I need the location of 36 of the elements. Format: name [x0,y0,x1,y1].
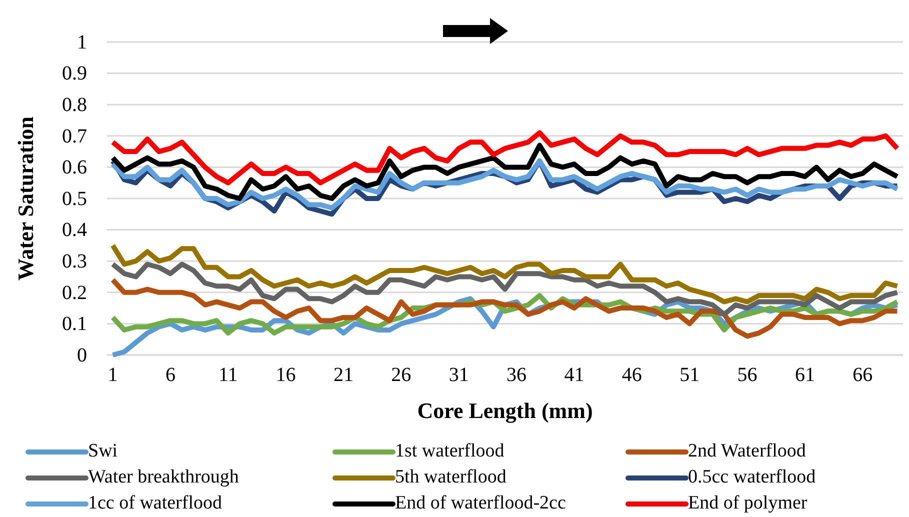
y-tick-label: 0.7 [62,125,87,148]
y-tick-label: 0.9 [62,62,87,85]
y-tick-label: 0.4 [62,219,87,242]
x-tick-label: 36 [506,364,527,386]
y-tick-label: 0.2 [62,282,87,304]
x-tick-label: 11 [218,364,238,386]
x-axis-title: Core Length (mm) [417,398,593,423]
legend-label: 1cc of waterflood [88,492,222,514]
legend-label: End of polymer [688,492,808,514]
legend-label: Water breakthrough [88,466,240,488]
x-tick-label: 21 [333,364,354,386]
x-tick-label: 46 [622,364,642,386]
legend-label: 2nd Waterflood [688,440,806,462]
x-tick-label: 51 [680,364,700,386]
x-tick-label: 1 [108,364,118,386]
y-tick-label: 1 [77,31,87,54]
x-tick-label: 6 [165,364,176,386]
y-tick-label: 0 [77,344,87,366]
x-tick-label: 61 [794,364,815,386]
x-tick-label: 16 [276,364,296,386]
legend-label: 1st waterflood [395,440,505,462]
y-tick-label: 0.3 [62,250,87,272]
y-tick-label: 0.8 [62,94,87,116]
legend-label: 5th waterflood [395,466,507,488]
y-tick-label: 0.6 [62,156,87,179]
legend-label: 0.5cc waterflood [688,466,816,488]
legend-label: Swi [88,440,118,462]
y-tick-label: 0.5 [62,188,87,210]
y-axis-title: Water Saturation [13,116,38,280]
x-tick-label: 31 [448,364,469,386]
legend-label: End of waterflood-2cc [395,492,566,514]
x-tick-label: 26 [391,364,412,386]
y-tick-label: 0.1 [62,313,87,336]
x-tick-label: 66 [852,364,873,386]
x-tick-label: 56 [737,364,758,386]
x-tick-label: 41 [564,364,584,386]
